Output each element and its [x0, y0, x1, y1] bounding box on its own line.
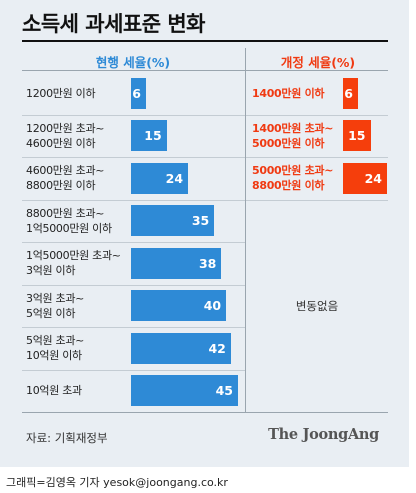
brand-logo: The JoongAng — [268, 426, 379, 443]
header-rule — [22, 70, 388, 71]
row-separator — [246, 157, 388, 158]
column-divider — [245, 48, 246, 412]
current-bracket-label: 4600만원 초과~ 8800만원 이하 — [26, 164, 105, 193]
current-bracket-label: 1200만원 초과~ 4600만원 이하 — [26, 121, 105, 150]
current-rate-header: 현행 세율(%) — [95, 55, 171, 70]
current-rate-bar: 40 — [131, 290, 227, 322]
revised-rate-header: 개정 세율(%) — [280, 55, 356, 70]
row-separator — [22, 327, 245, 328]
revised-bracket-label: 1400만원 초과~ 5000만원 이하 — [252, 121, 334, 150]
source-label: 자료: 기획재정부 — [26, 431, 108, 445]
current-rate-bar: 15 — [131, 120, 167, 152]
chart-panel: 소득세 과세표준 변화 현행 세율(%) 개정 세율(%) 1200만원 이하 6… — [0, 0, 409, 467]
row-separator — [22, 199, 245, 201]
graphic-credit: 그래픽=김영옥 기자 yesok@joongang.co.kr — [6, 476, 228, 489]
revised-bracket-label: 1400만원 이하 — [252, 86, 325, 100]
row-separator — [246, 114, 388, 116]
chart-title: 소득세 과세표준 변화 — [22, 12, 206, 36]
bottom-rule — [22, 412, 388, 413]
row-separator — [246, 199, 388, 201]
row-separator — [22, 284, 245, 286]
current-rate-bar: 42 — [131, 332, 231, 364]
current-rate-bar: 45 — [131, 375, 238, 407]
current-bracket-label: 5억원 초과~ 10억원 이하 — [26, 334, 85, 363]
no-change-label: 변동없음 — [295, 298, 339, 313]
row-separator — [22, 114, 245, 116]
current-bracket-label: 1200만원 이하 — [26, 86, 96, 100]
current-rate-bar: 35 — [131, 205, 215, 237]
current-rate-bar: 6 — [131, 77, 146, 109]
current-bracket-label: 1억5000만원 초과~ 3억원 이하 — [26, 249, 121, 278]
title-rule — [22, 40, 388, 42]
revised-bracket-label: 5000만원 초과~ 8800만원 이하 — [252, 164, 334, 193]
row-separator — [22, 242, 245, 243]
current-rate-bar: 38 — [131, 247, 222, 279]
current-bracket-label: 8800만원 초과~ 1억5000만원 이하 — [26, 206, 112, 235]
row-separator — [22, 369, 245, 371]
revised-rate-bar: 6 — [343, 77, 358, 109]
revised-rate-bar: 15 — [343, 120, 371, 152]
current-bracket-label: 3억원 초과~ 5억원 이하 — [26, 291, 85, 320]
current-rate-bar: 24 — [131, 162, 189, 194]
current-bracket-label: 10억원 초과 — [26, 384, 82, 398]
row-separator — [22, 157, 245, 158]
revised-rate-bar: 24 — [343, 162, 387, 194]
